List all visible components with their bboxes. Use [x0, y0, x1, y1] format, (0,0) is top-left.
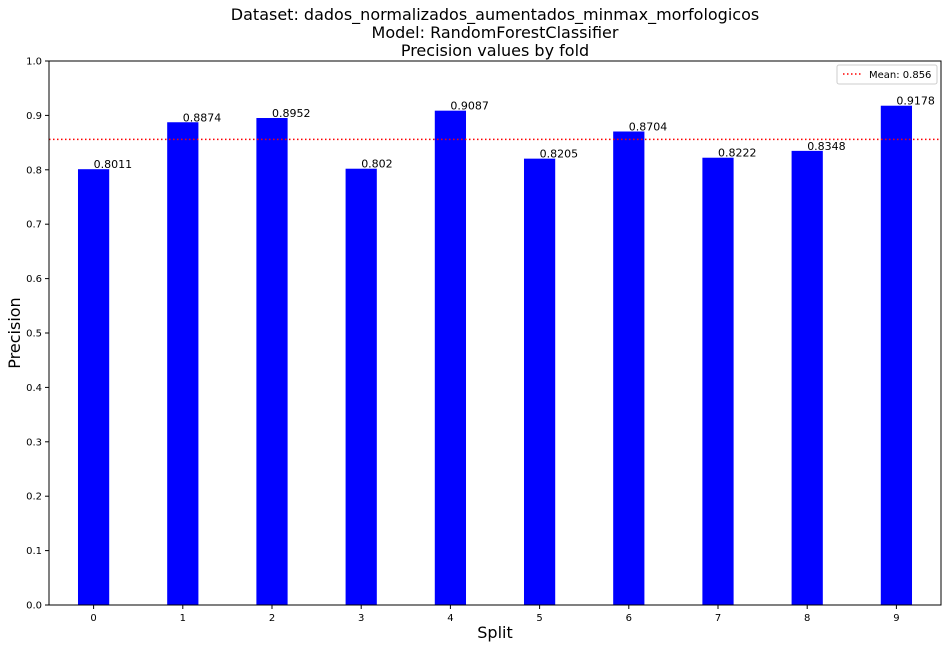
chart-title-line-3: Precision values by fold — [401, 41, 589, 60]
y-axis: 0.0 0.1 0.2 0.3 0.4 0.5 0.6 0.7 0.8 0.9 1.0 — [26, 57, 49, 612]
x-tick-label-7: 7 — [715, 613, 721, 624]
value-label-split-9: 0.9178 — [896, 95, 935, 108]
bar-split-0 — [77, 169, 110, 605]
x-tick-label-2: 2 — [269, 613, 275, 624]
bar-split-5 — [523, 158, 556, 605]
value-label-split-0: 0.8011 — [94, 158, 133, 171]
value-label-split-2: 0.8952 — [272, 107, 311, 120]
bar-split-1 — [167, 122, 199, 606]
value-label-split-3: 0.802 — [361, 158, 393, 171]
bar-split-2 — [256, 118, 288, 605]
x-tick-label-5: 5 — [536, 613, 542, 624]
y-tick-label-0.3: 0.3 — [26, 437, 42, 448]
bar-split-3 — [345, 168, 377, 605]
y-tick-label-0.9: 0.9 — [26, 111, 42, 122]
value-label-split-6: 0.8704 — [629, 121, 668, 134]
bar-split-4 — [434, 110, 467, 605]
x-axis-label: Split — [477, 623, 512, 642]
value-label-split-1: 0.8874 — [183, 111, 222, 124]
legend-box — [836, 64, 938, 85]
legend-mean-label: Mean: 0.856 — [869, 70, 931, 81]
y-tick-label-0.6: 0.6 — [26, 274, 42, 285]
y-axis-label: Precision — [5, 297, 24, 368]
y-tick-label-0.1: 0.1 — [26, 546, 42, 557]
value-labels-group: 0.8011 0.8874 0.8952 0.802 0.9087 0.8205 0.870… — [94, 95, 935, 171]
bars-group — [77, 105, 913, 606]
bar-split-7 — [702, 157, 734, 605]
x-tick-label-8: 8 — [804, 613, 810, 624]
bar-split-9 — [880, 105, 913, 605]
value-label-split-8: 0.8348 — [807, 140, 846, 153]
y-tick-label-0.7: 0.7 — [26, 220, 42, 231]
x-tick-label-6: 6 — [626, 613, 632, 624]
y-tick-label-0.4: 0.4 — [26, 383, 42, 394]
y-tick-label-0.8: 0.8 — [26, 165, 42, 176]
x-tick-label-9: 9 — [893, 613, 899, 624]
x-tick-label-0: 0 — [90, 613, 96, 624]
chart-title: Dataset: dados_normalizados_aumentados_m… — [231, 5, 759, 60]
bar-split-6 — [613, 131, 645, 606]
x-tick-label-3: 3 — [358, 613, 364, 624]
x-tick-label-4: 4 — [447, 613, 453, 624]
y-tick-label-0.5: 0.5 — [26, 329, 42, 340]
x-tick-label-1: 1 — [180, 613, 186, 624]
value-label-split-5: 0.8205 — [540, 148, 579, 161]
bar-split-8 — [791, 150, 823, 605]
y-tick-label-0.0: 0.0 — [26, 601, 42, 612]
chart-title-line-1: Dataset: dados_normalizados_aumentados_m… — [231, 5, 759, 25]
x-axis: 0 1 2 3 4 5 6 7 8 9 — [90, 605, 900, 624]
chart-title-line-2: Model: RandomForestClassifier — [372, 23, 619, 42]
y-tick-label-0.2: 0.2 — [26, 492, 42, 503]
y-tick-label-1.0: 1.0 — [26, 57, 42, 68]
value-label-split-7: 0.8222 — [718, 147, 757, 160]
value-label-split-4: 0.9087 — [450, 100, 489, 113]
legend: Mean: 0.856 — [836, 64, 938, 85]
